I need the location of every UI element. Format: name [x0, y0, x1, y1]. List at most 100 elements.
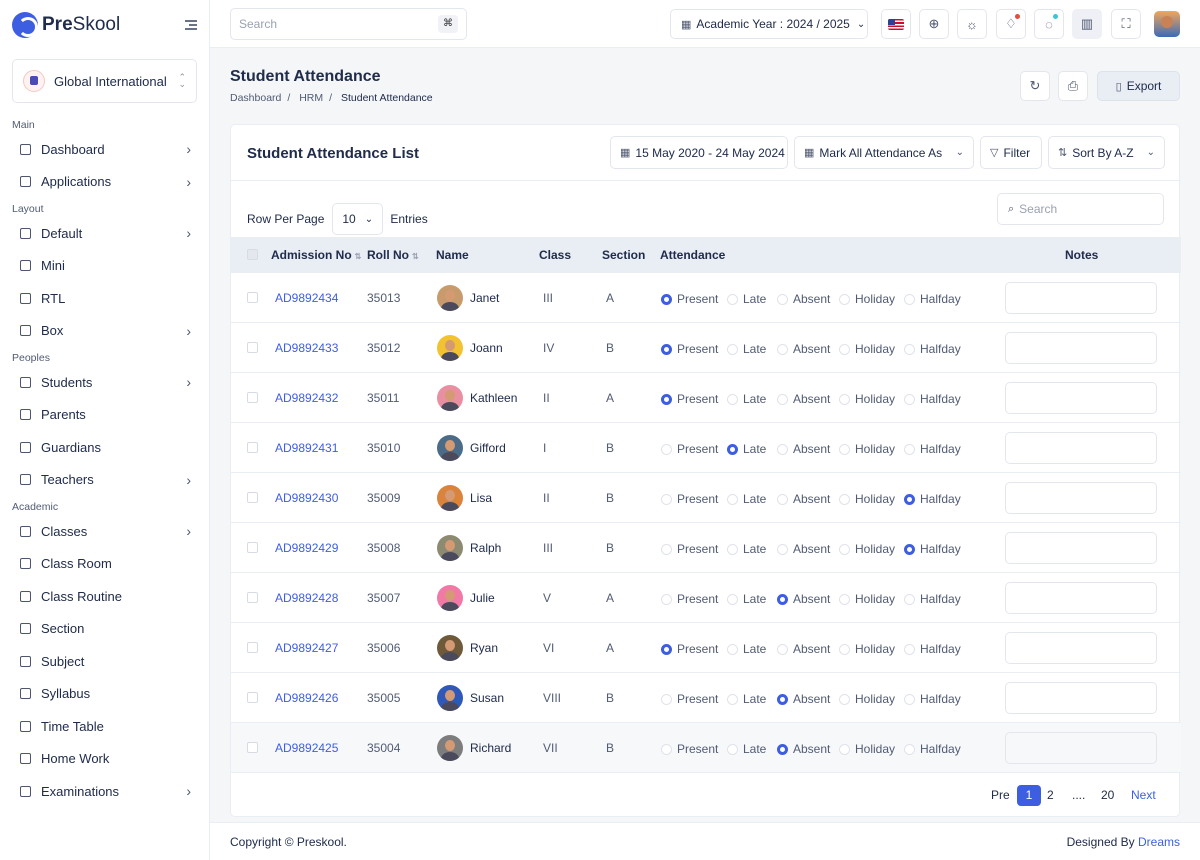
sidebar-item-examinations[interactable]: Examinations › [0, 775, 209, 808]
student-name[interactable]: Janet [470, 291, 500, 305]
attendance-late-radio[interactable]: Late [727, 392, 766, 406]
attendance-holiday-radio[interactable]: Holiday [839, 542, 895, 556]
notes-input[interactable] [1005, 582, 1157, 614]
admission-link[interactable]: AD9892426 [275, 691, 339, 705]
fullscreen-button[interactable]: ⛶ [1111, 9, 1141, 39]
sidebar-item-class-routine[interactable]: Class Routine [0, 580, 209, 613]
sidebar-item-mini[interactable]: Mini [0, 250, 209, 283]
sidebar-item-section[interactable]: Section [0, 613, 209, 646]
row-checkbox[interactable] [247, 642, 258, 653]
attendance-present-radio[interactable]: Present [661, 292, 718, 306]
student-name[interactable]: Lisa [470, 491, 493, 505]
sidebar-item-guardians[interactable]: Guardians [0, 431, 209, 464]
attendance-absent-radio[interactable]: Absent [777, 392, 830, 406]
row-checkbox[interactable] [247, 742, 258, 753]
header-admission[interactable]: Admission No ⇅ [271, 248, 362, 262]
admission-link[interactable]: AD9892434 [275, 291, 339, 305]
row-checkbox[interactable] [247, 392, 258, 403]
attendance-halfday-radio[interactable]: Halfday [904, 342, 961, 356]
school-selector[interactable]: Global International ⌃ ⌄ [12, 59, 197, 103]
sidebar-item-rtl[interactable]: RTL [0, 282, 209, 315]
admission-link[interactable]: AD9892433 [275, 341, 339, 355]
attendance-absent-radio[interactable]: Absent [777, 442, 830, 456]
select-all-checkbox[interactable] [247, 249, 258, 260]
header-roll[interactable]: Roll No ⇅ [367, 248, 419, 262]
sidebar-item-syllabus[interactable]: Syllabus [0, 678, 209, 711]
attendance-absent-radio[interactable]: Absent [777, 742, 830, 756]
student-name[interactable]: Richard [470, 741, 512, 755]
attendance-holiday-radio[interactable]: Holiday [839, 742, 895, 756]
attendance-holiday-radio[interactable]: Holiday [839, 592, 895, 606]
attendance-present-radio[interactable]: Present [661, 692, 718, 706]
admission-link[interactable]: AD9892428 [275, 591, 339, 605]
attendance-holiday-radio[interactable]: Holiday [839, 342, 895, 356]
student-name[interactable]: Ryan [470, 641, 499, 655]
menu-toggle-icon[interactable] [185, 20, 197, 30]
pagination-page[interactable]: 20 [1101, 788, 1115, 802]
pagination-prev[interactable]: Pre [991, 788, 1010, 802]
attendance-holiday-radio[interactable]: Holiday [839, 492, 895, 506]
attendance-present-radio[interactable]: Present [661, 642, 718, 656]
breadcrumb-dashboard[interactable]: Dashboard [230, 92, 282, 104]
pagination-next[interactable]: Next [1131, 788, 1156, 802]
sidebar-item-parents[interactable]: Parents [0, 399, 209, 432]
export-button[interactable]: ▯ Export [1097, 71, 1180, 101]
sidebar-item-time-table[interactable]: Time Table [0, 710, 209, 743]
print-button[interactable]: ⎙ [1058, 71, 1088, 101]
notes-input[interactable] [1005, 282, 1157, 314]
attendance-late-radio[interactable]: Late [727, 442, 766, 456]
refresh-button[interactable]: ↻ [1020, 71, 1050, 101]
attendance-holiday-radio[interactable]: Holiday [839, 692, 895, 706]
attendance-late-radio[interactable]: Late [727, 592, 766, 606]
attendance-halfday-radio[interactable]: Halfday [904, 642, 961, 656]
attendance-present-radio[interactable]: Present [661, 442, 718, 456]
admission-link[interactable]: AD9892430 [275, 491, 339, 505]
sidebar-item-classes[interactable]: Classes › [0, 515, 209, 548]
attendance-absent-radio[interactable]: Absent [777, 592, 830, 606]
admission-link[interactable]: AD9892429 [275, 541, 339, 555]
attendance-holiday-radio[interactable]: Holiday [839, 442, 895, 456]
row-checkbox[interactable] [247, 592, 258, 603]
attendance-halfday-radio[interactable]: Halfday [904, 742, 961, 756]
pagination-page[interactable]: 1 [1017, 785, 1041, 806]
attendance-late-radio[interactable]: Late [727, 742, 766, 756]
attendance-absent-radio[interactable]: Absent [777, 342, 830, 356]
attendance-present-radio[interactable]: Present [661, 742, 718, 756]
row-checkbox[interactable] [247, 492, 258, 503]
breadcrumb-hrm[interactable]: HRM [299, 92, 324, 104]
sidebar-item-class-room[interactable]: Class Room [0, 548, 209, 581]
attendance-late-radio[interactable]: Late [727, 292, 766, 306]
attendance-holiday-radio[interactable]: Holiday [839, 292, 895, 306]
attendance-late-radio[interactable]: Late [727, 542, 766, 556]
reports-button[interactable]: ▥ [1072, 9, 1102, 39]
attendance-present-radio[interactable]: Present [661, 342, 718, 356]
sidebar-item-dashboard[interactable]: Dashboard › [0, 133, 209, 166]
pagination-page[interactable]: .... [1072, 788, 1086, 802]
sidebar-item-subject[interactable]: Subject [0, 645, 209, 678]
notes-input[interactable] [1005, 432, 1157, 464]
sort-dropdown[interactable]: ⇅ Sort By A-Z ⌄ [1048, 136, 1165, 169]
academic-year-dropdown[interactable]: ▦ Academic Year : 2024 / 2025 ⌄ [670, 9, 868, 39]
global-search-input[interactable]: Search ⌘ [230, 8, 467, 40]
sidebar-item-applications[interactable]: Applications › [0, 166, 209, 199]
student-name[interactable]: Julie [470, 591, 495, 605]
attendance-absent-radio[interactable]: Absent [777, 542, 830, 556]
notes-input[interactable] [1005, 482, 1157, 514]
notes-input[interactable] [1005, 732, 1157, 764]
attendance-halfday-radio[interactable]: Halfday [904, 392, 961, 406]
profile-avatar[interactable] [1154, 11, 1180, 37]
attendance-absent-radio[interactable]: Absent [777, 292, 830, 306]
row-checkbox[interactable] [247, 292, 258, 303]
filter-button[interactable]: ▽ Filter [980, 136, 1042, 169]
attendance-halfday-radio[interactable]: Halfday [904, 492, 961, 506]
row-checkbox[interactable] [247, 542, 258, 553]
rows-per-page-select[interactable]: 10 ⌄ [332, 203, 384, 235]
sidebar-item-default[interactable]: Default › [0, 217, 209, 250]
attendance-halfday-radio[interactable]: Halfday [904, 692, 961, 706]
notes-input[interactable] [1005, 532, 1157, 564]
pagination-page[interactable]: 2 [1047, 788, 1054, 802]
attendance-late-radio[interactable]: Late [727, 492, 766, 506]
designer-link[interactable]: Dreams [1137, 835, 1180, 849]
sidebar-item-home-work[interactable]: Home Work [0, 743, 209, 776]
attendance-present-radio[interactable]: Present [661, 492, 718, 506]
